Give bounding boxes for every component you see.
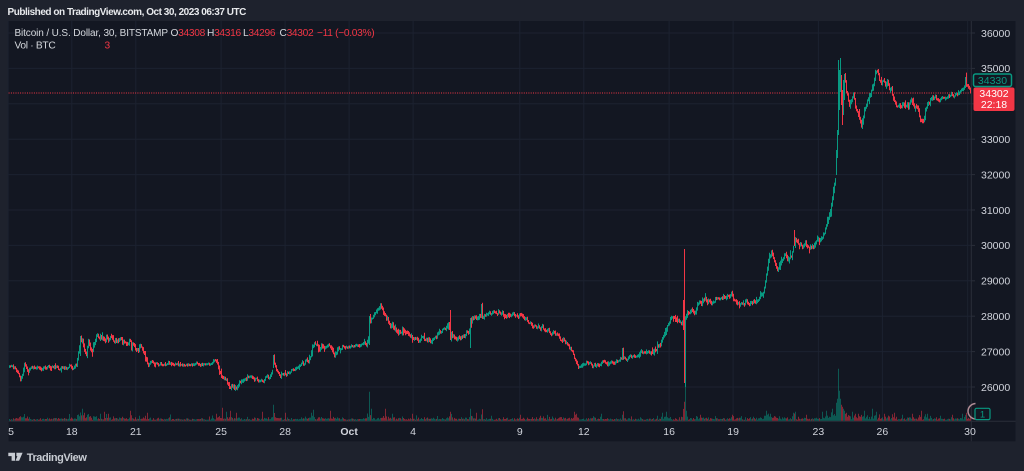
svg-text:36000: 36000 (981, 28, 1010, 40)
svg-text:25: 25 (215, 426, 227, 438)
svg-text:3: 3 (105, 41, 111, 52)
svg-text:21: 21 (130, 426, 142, 438)
svg-text:Oct: Oct (340, 426, 358, 438)
svg-text:29000: 29000 (981, 276, 1010, 288)
svg-text:−11 (−0.03%): −11 (−0.03%) (317, 28, 374, 39)
svg-text:22:18: 22:18 (981, 99, 1007, 111)
svg-text:23: 23 (813, 426, 825, 438)
svg-text:31000: 31000 (981, 205, 1010, 217)
svg-text:Bitcoin / U.S. Dollar, 30, BIT: Bitcoin / U.S. Dollar, 30, BITSTAMP (15, 28, 169, 39)
svg-text:L34296: L34296 (243, 28, 276, 39)
svg-text:H34316: H34316 (207, 28, 242, 39)
svg-text:33000: 33000 (981, 134, 1010, 146)
svg-text:12: 12 (578, 426, 590, 438)
svg-text:34330: 34330 (978, 75, 1007, 87)
svg-text:4: 4 (410, 426, 416, 438)
svg-text:16: 16 (663, 426, 675, 438)
svg-text:30: 30 (964, 426, 976, 438)
svg-text:30000: 30000 (981, 240, 1010, 252)
svg-text:28000: 28000 (981, 311, 1010, 323)
svg-text:19: 19 (727, 426, 739, 438)
svg-text:34302: 34302 (979, 88, 1008, 100)
svg-text:28: 28 (279, 426, 291, 438)
svg-text:18: 18 (66, 426, 78, 438)
svg-text:Vol · BTC: Vol · BTC (15, 41, 56, 52)
svg-text:1: 1 (980, 409, 985, 420)
svg-text:TradingView: TradingView (27, 452, 88, 464)
svg-text:5: 5 (8, 426, 14, 438)
svg-text:C34302: C34302 (280, 28, 315, 39)
svg-text:26000: 26000 (981, 382, 1010, 394)
svg-text:32000: 32000 (981, 169, 1010, 181)
svg-text:35000: 35000 (981, 63, 1010, 75)
svg-text:9: 9 (517, 426, 523, 438)
svg-text:26: 26 (877, 426, 889, 438)
svg-text:Published on TradingView.com,: Published on TradingView.com, Oct 30, 20… (8, 7, 247, 18)
svg-text:27000: 27000 (981, 346, 1010, 358)
svg-text:O34308: O34308 (171, 28, 206, 39)
